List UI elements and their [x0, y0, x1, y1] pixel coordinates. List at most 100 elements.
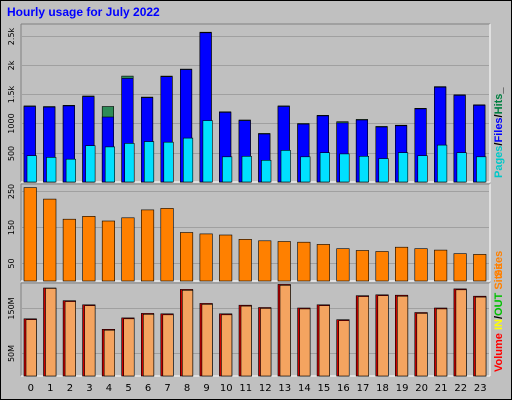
hits-legend-item: Files [493, 117, 505, 142]
volume-bar-out [318, 305, 330, 377]
volume-bar-out [45, 288, 57, 377]
x-tick-label: 15 [318, 383, 331, 394]
hits-legend-item: Hits [493, 94, 505, 115]
sites-bar-sites [121, 217, 135, 282]
volume-bar-out [182, 289, 194, 377]
x-tick-label: 22 [454, 383, 467, 394]
volume-bar-out [260, 308, 272, 377]
hits-bar-pages [280, 150, 291, 183]
sites-bar-sites [23, 187, 37, 282]
sites-bar-sites [394, 246, 409, 282]
volume-bar-out [25, 319, 37, 377]
volume-legend-item: OUT [493, 292, 505, 316]
volume-legend-item: IN [493, 319, 505, 333]
x-axis: 0 1 2 3 4 5 6 7 8 9 10 11 12 13 14 15 16 17 18 19 20 21 22 23 [28, 383, 487, 394]
volume-bar-out [279, 284, 291, 377]
hits-bar-pages [26, 155, 37, 183]
x-tick-label: 5 [125, 383, 131, 394]
hits-ytick-label: 1.5k [7, 85, 16, 103]
sites-bar-sites [414, 248, 428, 282]
sites-bar-sites [473, 254, 487, 282]
hits-bar-pages [241, 156, 252, 183]
volume-legend-text: Volume IN/OUT Sites [493, 263, 505, 372]
sites-bar-sites [82, 216, 96, 282]
volume-bar-out [103, 329, 115, 377]
hits-bar-pages [319, 152, 330, 183]
sites-bar-sites [297, 241, 311, 282]
hits-bar-pages [85, 145, 96, 183]
x-tick-label: 12 [259, 383, 272, 394]
hits-legend-item: / [493, 143, 505, 146]
x-tick-label: 21 [435, 383, 448, 394]
hits-legend-text: Pages/Files/Hits_ [493, 87, 505, 178]
sites-ytick-label: 50 [7, 258, 16, 268]
sites-bar-sites [101, 220, 115, 282]
x-tick-label: 2 [67, 383, 73, 394]
hits-bar-pages [104, 146, 115, 183]
sites-bar-sites [199, 233, 213, 282]
volume-bar-out [299, 308, 311, 377]
hits-bar-pages [397, 152, 409, 183]
sites-bar-sites [219, 234, 233, 282]
hits-ytick-label: 500 [7, 146, 16, 161]
volume-bar-out [357, 296, 370, 377]
hits-bar-pages [144, 141, 155, 183]
hits-bar-pages [46, 157, 57, 183]
hits-bar-pages [183, 137, 194, 183]
x-tick-label: 13 [278, 383, 291, 394]
sites-bar-sites [160, 208, 174, 282]
hits-legend-item: Pages [493, 146, 505, 178]
hits-bar-pages [300, 156, 311, 183]
sites-ytick-label: 250 [7, 184, 16, 199]
x-tick-label: 10 [220, 383, 233, 394]
x-tick-label: 17 [357, 383, 370, 394]
volume-plot-area [21, 283, 490, 376]
volume-bar-out [162, 314, 174, 377]
volume-legend-item: / [493, 316, 505, 319]
x-tick-label: 1 [47, 383, 53, 394]
x-tick-label: 8 [184, 383, 190, 394]
hits-bar-pages [437, 144, 448, 183]
hits-bar-pages [378, 158, 389, 183]
hits-bar-pages [476, 156, 487, 183]
hits-ytick-label: 2.5k [7, 27, 16, 45]
volume-bar-out [123, 318, 135, 377]
hits-bar-pages [163, 141, 174, 183]
sites-legend-item: Sites [493, 251, 505, 277]
volume-bar-out [455, 289, 467, 377]
volume-bar-out [64, 301, 76, 377]
hits-bar-pages [456, 152, 467, 183]
sites-bar-sites [336, 248, 350, 282]
x-tick-label: 20 [415, 383, 428, 394]
sites-bar-sites [62, 218, 76, 282]
x-tick-label: 11 [239, 383, 252, 394]
sites-bar-sites [43, 198, 57, 282]
hits-bar-pages [65, 158, 76, 183]
volume-legend: Volume IN/OUT Sites [493, 263, 505, 372]
volume-bar-out [143, 313, 155, 377]
chart-title: Hourly usage for July 2022 [7, 5, 160, 19]
hits-ytick-label: 1000 [7, 113, 16, 133]
sites-legend: Sites [493, 251, 505, 277]
sites-bar-sites [434, 249, 448, 282]
x-tick-label: 4 [106, 383, 112, 394]
volume-bar-out [416, 313, 428, 377]
volume-bar-out [240, 305, 252, 377]
volume-bar-out [338, 320, 350, 377]
volume-ytick-label: 150M [7, 297, 16, 319]
hits-bar-pages [222, 156, 233, 183]
sites-bar-sites [355, 250, 370, 282]
hits-bar-pages [261, 160, 272, 183]
hits-bar-pages [339, 153, 350, 183]
volume-bar-out [475, 296, 487, 377]
hits-bar-pages [202, 120, 213, 183]
x-tick-label: 9 [203, 383, 209, 394]
sites-panel: 50 150 250 Sites [7, 183, 505, 282]
volume-legend-item: Volume [493, 333, 505, 372]
sites-ytick-label: 150 [7, 220, 16, 235]
sites-bar-sites [258, 240, 272, 282]
sites-bar-sites [316, 244, 330, 282]
hits-bar-pages [124, 143, 135, 183]
